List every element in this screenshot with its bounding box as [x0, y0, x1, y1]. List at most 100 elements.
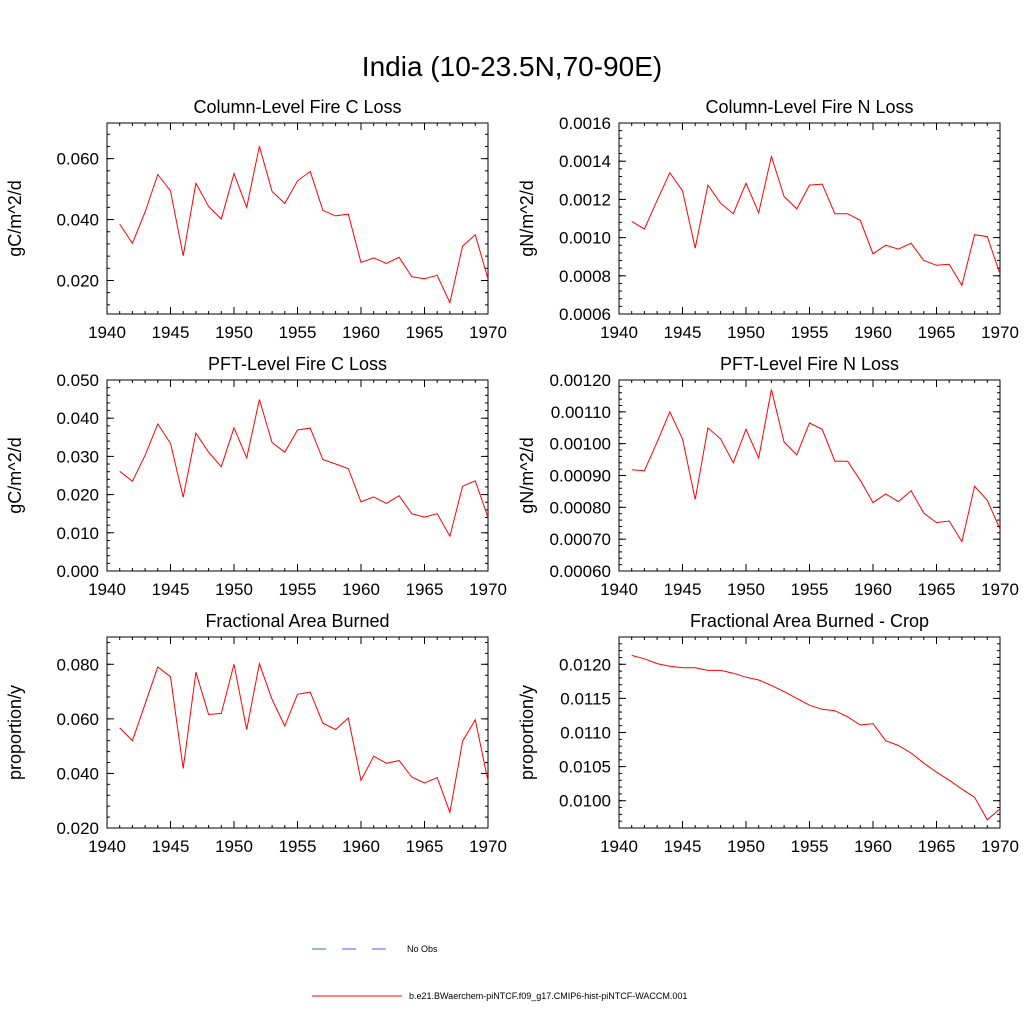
x-tick-label: 1965: [918, 323, 956, 342]
x-tick-label: 1950: [215, 580, 253, 599]
y-tick-label: 0.00080: [550, 498, 611, 517]
panel-pft-fire-n-loss: 1940 1945 1950 1955 1960 1965 1970 0.00060 0.000…: [517, 354, 1019, 599]
panel-title: Column-Level Fire N Loss: [705, 97, 913, 117]
x-tick-label: 1950: [727, 323, 765, 342]
y-tick-label: 0.000: [56, 562, 99, 581]
x-tick-label: 1970: [981, 580, 1019, 599]
y-tick-label: 0.0006: [559, 305, 611, 324]
x-tick-label: 1955: [279, 837, 317, 856]
panel-fractional-area-burned-crop: 1940 1945 1950 1955 1960 1965 1970 0.0100 0.0105…: [517, 611, 1019, 856]
y-tick-label: 0.00110: [551, 403, 611, 422]
x-tick-label: 1945: [664, 580, 702, 599]
x-tick-label: 1960: [854, 580, 892, 599]
y-tick-label: 0.0105: [559, 758, 611, 777]
y-tick-label: 0.00090: [550, 467, 611, 486]
x-tick-label: 1970: [981, 837, 1019, 856]
x-tick-label: 1945: [664, 323, 702, 342]
model-series-line: [631, 654, 1001, 821]
model-series-line: [119, 146, 489, 305]
y-tick-label: 0.00100: [550, 435, 611, 454]
x-tick-label: 1945: [152, 323, 190, 342]
y-axis-label: gC/m^2/d: [5, 180, 25, 256]
legend: No Obs b.e21.BWaerchem-piNTCF.f09_g17.CM…: [312, 944, 687, 1001]
y-axis-label: gN/m^2/d: [517, 437, 537, 513]
y-tick-label: 0.010: [56, 524, 99, 543]
y-axis-label: proportion/y: [517, 685, 537, 780]
x-tick-label: 1960: [342, 837, 380, 856]
x-tick-label: 1940: [600, 580, 638, 599]
x-tick-label: 1970: [981, 323, 1019, 342]
x-tick-label: 1950: [215, 323, 253, 342]
y-tick-label: 0.060: [56, 150, 99, 169]
legend-obs-label: No Obs: [407, 944, 438, 954]
x-tick-label: 1945: [152, 837, 190, 856]
x-tick-label: 1940: [600, 323, 638, 342]
panel-title: Column-Level Fire C Loss: [193, 97, 401, 117]
y-tick-label: 0.0014: [559, 152, 611, 171]
x-tick-label: 1965: [918, 837, 956, 856]
panel-pft-fire-c-loss: 1940 1945 1950 1955 1960 1965 1970 0.000 0.010 0.…: [5, 354, 507, 599]
x-tick-label: 1955: [791, 580, 829, 599]
x-tick-label: 1940: [88, 323, 126, 342]
x-tick-label: 1965: [406, 323, 444, 342]
y-axis-label: gC/m^2/d: [5, 437, 25, 513]
y-tick-label: 0.030: [56, 447, 99, 466]
x-tick-label: 1970: [469, 323, 507, 342]
x-tick-label: 1960: [342, 580, 380, 599]
y-tick-label: 0.040: [56, 211, 99, 230]
y-tick-label: 0.00070: [550, 530, 611, 549]
y-tick-label: 0.0016: [559, 114, 611, 133]
model-series-line: [631, 389, 1001, 544]
x-tick-label: 1960: [854, 837, 892, 856]
y-tick-label: 0.0012: [559, 190, 611, 209]
x-tick-label: 1955: [279, 323, 317, 342]
y-tick-label: 0.0110: [560, 724, 611, 743]
x-tick-label: 1970: [469, 837, 507, 856]
x-tick-label: 1960: [854, 323, 892, 342]
y-axis-label: proportion/y: [5, 685, 25, 780]
y-tick-label: 0.0120: [559, 655, 611, 674]
panel-title: PFT-Level Fire N Loss: [720, 354, 899, 374]
y-tick-label: 0.040: [56, 764, 99, 783]
legend-model-label: b.e21.BWaerchem-piNTCF.f09_g17.CMIP6-his…: [409, 991, 687, 1001]
y-tick-label: 0.0100: [559, 792, 611, 811]
x-tick-label: 1940: [88, 580, 126, 599]
y-tick-label: 0.00120: [550, 371, 611, 390]
x-tick-label: 1955: [791, 837, 829, 856]
panel-title: Fractional Area Burned - Crop: [690, 611, 929, 631]
panel-column-fire-c-loss: 1940 1945 1950 1955 1960 1965 1970 0.020 0.040 0.…: [5, 97, 507, 342]
y-tick-label: 0.0115: [560, 689, 611, 708]
x-tick-label: 1940: [600, 837, 638, 856]
y-tick-label: 0.020: [56, 486, 99, 505]
panel-title: Fractional Area Burned: [205, 611, 389, 631]
x-tick-label: 1955: [279, 580, 317, 599]
x-tick-label: 1945: [152, 580, 190, 599]
x-tick-label: 1965: [918, 580, 956, 599]
y-axis-label: gN/m^2/d: [517, 180, 537, 256]
y-tick-label: 0.020: [56, 271, 99, 290]
x-tick-label: 1940: [88, 837, 126, 856]
x-tick-label: 1965: [406, 580, 444, 599]
model-series-line: [119, 399, 489, 538]
x-tick-label: 1950: [727, 837, 765, 856]
y-tick-label: 0.0010: [559, 229, 611, 248]
x-tick-label: 1950: [727, 580, 765, 599]
y-tick-label: 0.0008: [559, 267, 611, 286]
y-tick-label: 0.00060: [550, 562, 611, 581]
x-tick-label: 1945: [664, 837, 702, 856]
x-tick-label: 1965: [406, 837, 444, 856]
main-title: India (10-23.5N,70-90E): [362, 51, 662, 82]
y-tick-label: 0.020: [56, 819, 99, 838]
y-tick-label: 0.060: [56, 710, 99, 729]
model-series-line: [119, 661, 489, 815]
panel-title: PFT-Level Fire C Loss: [208, 354, 387, 374]
model-series-line: [631, 154, 1001, 287]
y-tick-label: 0.050: [56, 371, 99, 390]
panel-column-fire-n-loss: 1940 1945 1950 1955 1960 1965 1970 0.0006 0.0008…: [517, 97, 1019, 342]
x-tick-label: 1955: [791, 323, 829, 342]
y-tick-label: 0.080: [56, 655, 99, 674]
y-tick-label: 0.040: [56, 409, 99, 428]
x-tick-label: 1960: [342, 323, 380, 342]
